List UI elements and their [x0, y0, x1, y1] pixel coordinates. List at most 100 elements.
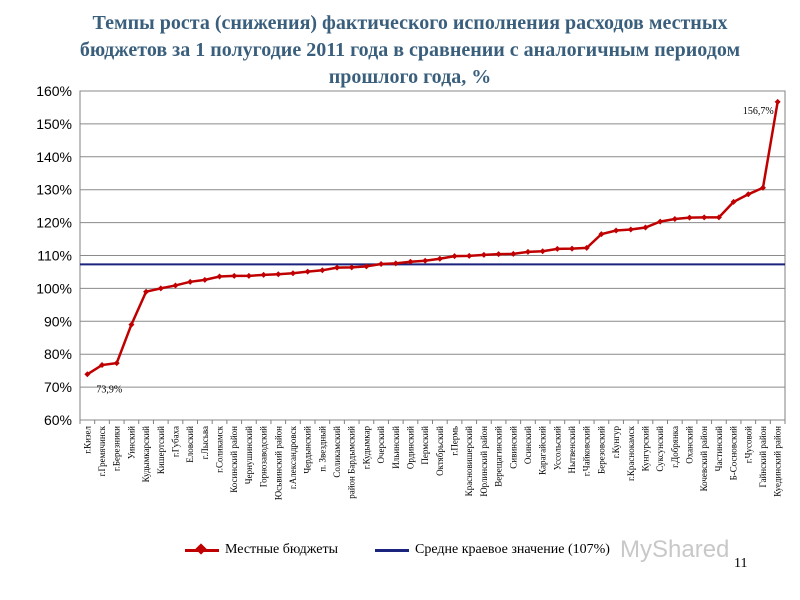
x-tick-label: Оханский — [685, 426, 695, 464]
x-tick-label: Ильинский — [391, 426, 401, 469]
y-tick-label: 90% — [44, 313, 72, 329]
x-tick-label: Частинский — [714, 426, 724, 472]
data-point — [334, 264, 341, 271]
data-point — [319, 267, 326, 274]
x-tick-label: г.Кунгур — [611, 426, 621, 459]
x-tick-label: Березовский — [596, 426, 606, 474]
x-tick-label: Кунгурский — [640, 426, 650, 472]
data-point — [84, 371, 91, 378]
data-point — [187, 278, 194, 285]
x-tick-label: Кочевский район — [699, 426, 709, 492]
x-tick-label: Еловский — [185, 426, 195, 463]
x-tick-label: Юрлинский район — [479, 426, 489, 497]
x-tick-label: г.Кизел — [82, 426, 92, 454]
x-tick-label: район Бардымский — [347, 426, 357, 499]
data-point — [627, 226, 634, 233]
y-tick-label: 110% — [37, 248, 72, 264]
data-point — [569, 245, 576, 252]
x-tick-label: Сивинский — [508, 426, 518, 469]
x-tick-label: Соликамский — [332, 426, 342, 478]
y-tick-label: 80% — [44, 346, 72, 362]
data-point — [113, 360, 120, 367]
x-tick-label: Чернушинский — [244, 426, 254, 484]
y-tick-label: 150% — [36, 116, 72, 132]
x-tick-label: г.Краснокамск — [626, 425, 636, 481]
data-point — [642, 224, 649, 231]
x-tick-label: г.Александровск — [288, 425, 298, 489]
data-point — [216, 273, 223, 280]
x-tick-label: Красновишерский — [464, 426, 474, 496]
data-point — [671, 215, 678, 222]
data-point — [510, 250, 517, 257]
data-point — [422, 257, 429, 264]
data-point — [172, 282, 179, 289]
watermark-logo: MyShared — [620, 536, 730, 563]
x-tick-label: Нытвенский — [567, 426, 577, 474]
data-point — [128, 321, 135, 328]
y-tick-label: 120% — [36, 215, 72, 231]
x-tick-label: г.Березники — [112, 426, 122, 471]
x-tick-label: г.Гремячинск — [97, 425, 107, 476]
data-point — [201, 276, 208, 283]
data-point — [245, 272, 252, 279]
x-tick-label: Косинский район — [229, 426, 239, 493]
series-line-local-budgets — [86, 101, 779, 376]
x-tick-label: г.Чайковский — [582, 426, 592, 476]
data-point — [495, 251, 502, 258]
data-point — [392, 260, 399, 267]
data-point — [730, 198, 737, 205]
y-tick-label: 160% — [36, 83, 72, 99]
data-point — [289, 270, 296, 277]
chart-legend: Местные бюджеты Средне краевое значение … — [185, 542, 745, 564]
data-point — [554, 245, 561, 252]
x-tick-label: г.Чусовой — [743, 426, 753, 463]
data-point — [451, 253, 458, 260]
data-point — [774, 98, 781, 105]
data-point — [304, 268, 311, 275]
data-point — [466, 252, 473, 259]
data-point — [745, 191, 752, 198]
x-tick-label: Осинский — [523, 426, 533, 464]
x-tick-label: Верещагинский — [494, 426, 504, 487]
data-point — [480, 251, 487, 258]
legend-swatch-local-budgets — [185, 542, 219, 555]
x-tick-label: Уинский — [126, 426, 136, 459]
x-tick-label: г.Кудымкар — [361, 426, 371, 470]
y-tick-label: 60% — [44, 412, 72, 428]
data-point — [598, 231, 605, 238]
x-tick-label: Ординский — [405, 426, 415, 469]
x-tick-label: г.Соликамск — [215, 425, 225, 473]
data-label: 156,7% — [743, 106, 774, 117]
data-point — [157, 285, 164, 292]
legend-swatch-average — [375, 548, 409, 552]
y-tick-label: 140% — [36, 149, 72, 165]
data-point — [436, 255, 443, 262]
data-point — [231, 272, 238, 279]
x-tick-label: п. Звездный — [317, 426, 327, 472]
legend-item-local-budgets: Местные бюджеты — [185, 542, 338, 558]
data-point — [524, 248, 531, 255]
data-point — [275, 271, 282, 278]
data-point — [143, 288, 150, 295]
x-tick-label: Горнозаводский — [259, 426, 269, 487]
x-tick-label: Очерский — [376, 426, 386, 464]
x-tick-label: Юсьвинский район — [273, 426, 283, 500]
x-tick-label: Гайнский район — [758, 426, 768, 488]
legend-item-average: Средне краевое значение (107%) — [375, 542, 610, 558]
data-point — [715, 214, 722, 221]
x-tick-label: г.Губаха — [170, 426, 180, 457]
x-tick-label: Карагайский — [538, 426, 548, 475]
data-point — [99, 362, 106, 369]
legend-label-local-budgets: Местные бюджеты — [225, 542, 338, 557]
x-tick-label: г.Лысьва — [200, 426, 210, 459]
y-tick-label: 70% — [44, 379, 72, 395]
data-point — [363, 263, 370, 270]
data-point — [686, 214, 693, 221]
data-point — [539, 248, 546, 255]
x-tick-label: г.Пермь — [450, 426, 460, 456]
data-point — [407, 258, 414, 265]
data-point — [583, 244, 590, 251]
y-tick-label: 130% — [36, 182, 72, 198]
data-point — [348, 264, 355, 271]
